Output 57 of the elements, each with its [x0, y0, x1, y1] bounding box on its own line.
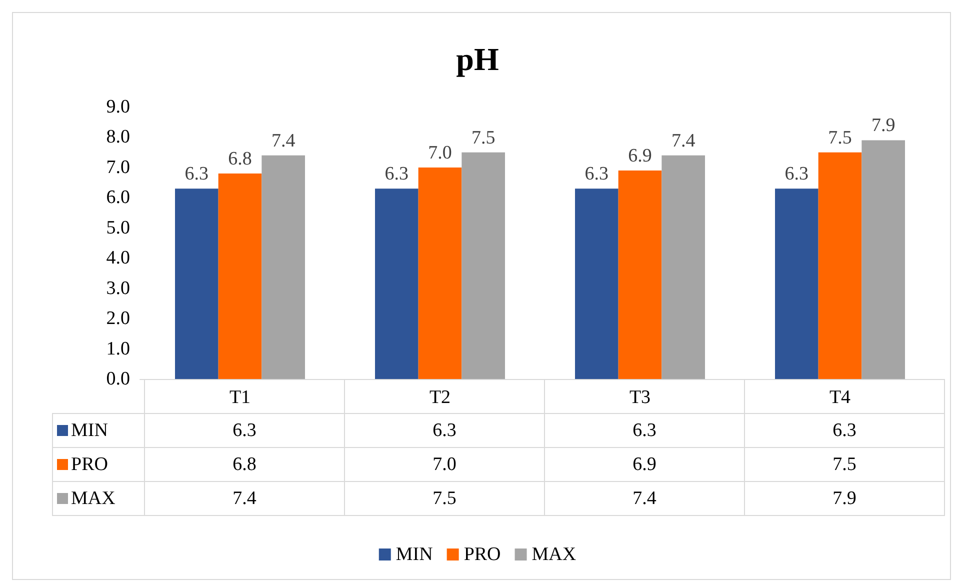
bar — [218, 173, 262, 379]
bar — [462, 152, 505, 379]
y-tick-label: 9.0 — [106, 96, 130, 118]
data-label: 6.9 — [544, 448, 744, 482]
y-tick-label: 1.0 — [106, 338, 130, 360]
text: 6.3 — [784, 164, 809, 185]
bar — [418, 167, 462, 379]
text: 6.3 — [184, 164, 209, 185]
text: MAX — [71, 488, 116, 508]
data-label: 7.4 — [144, 482, 344, 516]
x-tick-label: T4 — [829, 387, 852, 408]
chart-title: pH — [456, 41, 499, 77]
text: 7.4 — [271, 130, 296, 152]
data-label: 6.3 — [344, 414, 544, 448]
text: 6.3 — [384, 164, 409, 185]
bar — [262, 155, 305, 379]
bar — [818, 152, 862, 379]
bar — [862, 140, 905, 379]
y-tick-label: 0.0 — [106, 368, 130, 390]
text: 7.0 — [428, 142, 452, 164]
data-label: 6.8 — [144, 448, 344, 482]
legend-label: MAX — [532, 544, 576, 565]
y-tick-label: 4.0 — [106, 248, 130, 269]
text: PRO — [464, 544, 501, 565]
y-tick-label: 2.0 — [106, 308, 130, 330]
legend-label: PRO — [52, 448, 144, 482]
text: MIN — [396, 544, 433, 565]
text: 6.3 — [584, 164, 609, 185]
bar — [662, 155, 705, 379]
y-tick-label: 7.0 — [106, 156, 130, 178]
bar — [775, 188, 818, 379]
bar — [618, 170, 662, 379]
text: 6.9 — [628, 145, 652, 166]
y-tick-label: 3.0 — [106, 278, 130, 299]
y-tick-label: 6.0 — [106, 187, 130, 208]
x-tick-label: T2 — [429, 387, 451, 408]
text: 7.5 — [828, 127, 852, 148]
x-tick-label: T1 — [229, 387, 251, 408]
data-label: 7.4 — [544, 482, 744, 516]
y-tick-label: 8.0 — [106, 126, 130, 148]
text: 7.9 — [871, 115, 896, 136]
bar — [575, 188, 618, 379]
data-label: 7.0 — [344, 448, 544, 482]
y-tick-label: 5.0 — [106, 217, 130, 238]
data-label: 6.3 — [544, 414, 744, 448]
legend-label: MIN — [52, 414, 144, 448]
data-label: 6.3 — [744, 414, 944, 448]
text: 7.4 — [671, 130, 696, 152]
bar — [175, 188, 218, 379]
data-label: 7.5 — [344, 482, 544, 516]
data-label: 6.3 — [144, 414, 344, 448]
data-label: 7.9 — [744, 482, 944, 516]
text: 7.5 — [471, 127, 496, 148]
text: 6.8 — [228, 148, 252, 170]
data-label: 7.5 — [744, 448, 944, 482]
x-tick-label: T3 — [629, 387, 651, 408]
bar — [375, 188, 418, 379]
